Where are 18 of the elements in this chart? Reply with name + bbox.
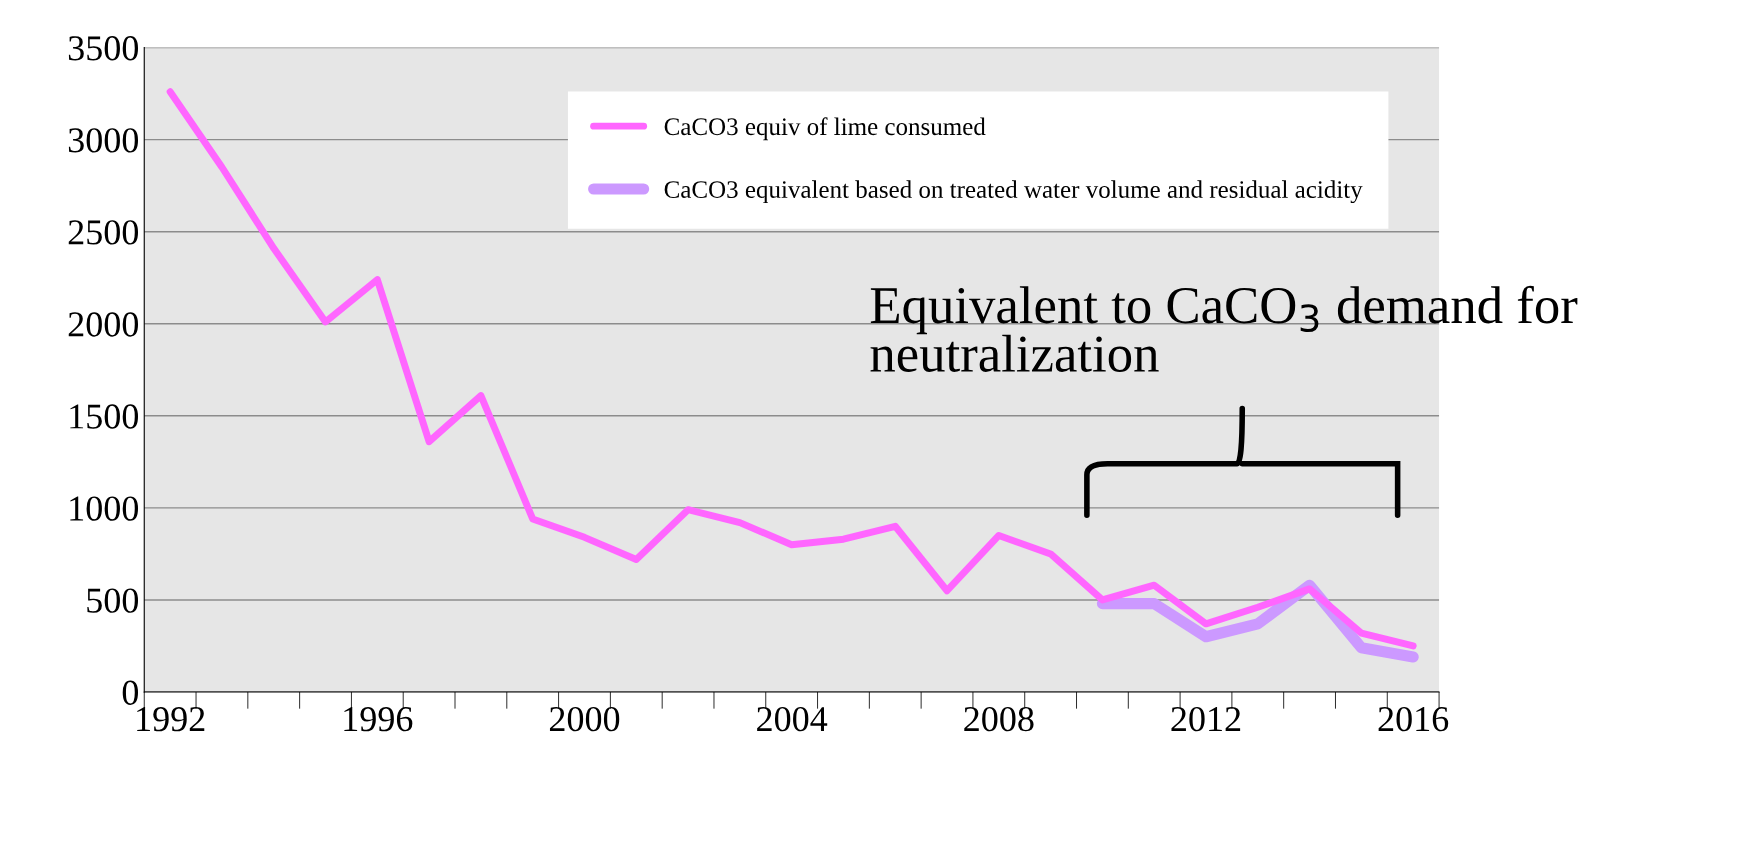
x-tick-label: 2016 — [1378, 706, 1449, 732]
y-tick-label: 2000 — [68, 312, 139, 337]
x-tick-label: 1992 — [137, 707, 205, 732]
x-tick-label: 2008 — [964, 706, 1034, 732]
y-tick-label: 1500 — [70, 404, 139, 429]
y-tick-label: 0 — [122, 680, 139, 705]
x-tick-label: 2004 — [757, 706, 828, 732]
legend-label: CaCO3 equiv of lime consumed — [664, 117, 986, 141]
x-tick-label: 2000 — [549, 706, 620, 732]
x-tick-label: 2012 — [1171, 706, 1241, 732]
legend-label: CaCO3 equivalent based on treated water volume and residual acidity — [664, 180, 1363, 204]
x-tick-label: 1996 — [344, 707, 413, 732]
y-tick-label: 3500 — [68, 36, 139, 61]
y-tick-label: 2500 — [68, 220, 139, 245]
y-tick-label: 500 — [87, 588, 139, 613]
y-tick-label: 3000 — [68, 128, 139, 153]
y-tick-label: 1000 — [70, 496, 139, 521]
text: Equivalent to CaCO$_{3}$ demand for neutralization — [870, 285, 1578, 372]
